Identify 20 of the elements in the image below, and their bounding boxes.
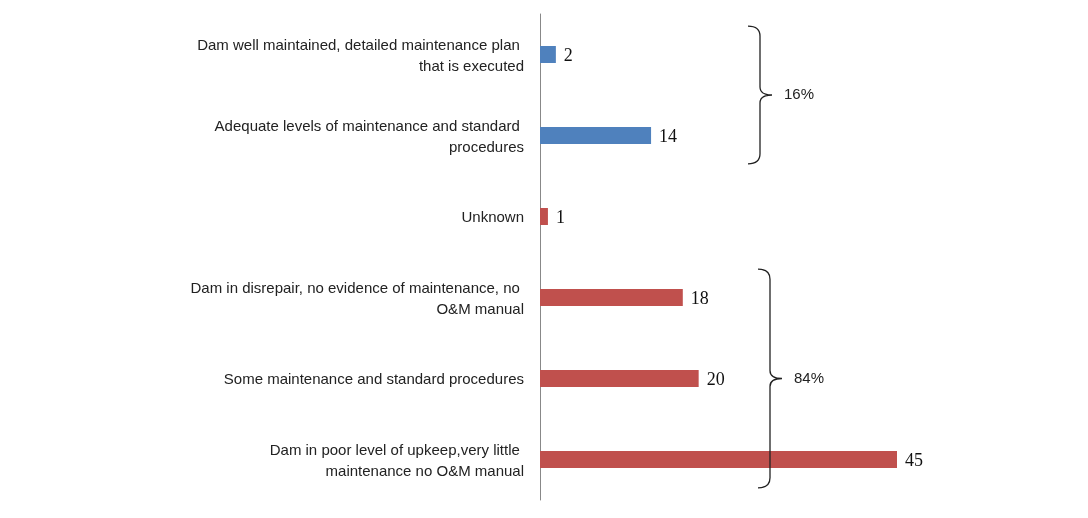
- bar: [540, 370, 699, 387]
- bar: [540, 127, 652, 144]
- annotation: 16%: [784, 85, 815, 102]
- y-tick-label: Unknown: [461, 208, 524, 225]
- y-tick-label: Dam well maintained, detailed maintenance plan that is executed: [197, 35, 524, 74]
- bar: [540, 451, 897, 468]
- data-label: 2: [563, 44, 573, 65]
- y-tick-label: Some maintenance and standard procedures: [223, 370, 524, 387]
- y-tick-label: Dam in poor level of upkeep,very little maintenance no O&M manual: [269, 440, 524, 479]
- data-label: 45: [905, 449, 923, 470]
- data-label: 14: [659, 125, 678, 146]
- annotation: 84%: [794, 368, 825, 386]
- bar: [540, 208, 548, 225]
- bar: [540, 46, 556, 63]
- y-tick-label: Adequate levels of maintenance and standard procedures: [214, 116, 524, 155]
- data-label: 1: [555, 206, 565, 227]
- bar: [540, 289, 683, 306]
- data-label: 20: [706, 368, 725, 389]
- y-tick-label: Dam in disrepair, no evidence of maintenance, no O&M manual: [190, 278, 524, 317]
- data-label: 18: [690, 287, 709, 308]
